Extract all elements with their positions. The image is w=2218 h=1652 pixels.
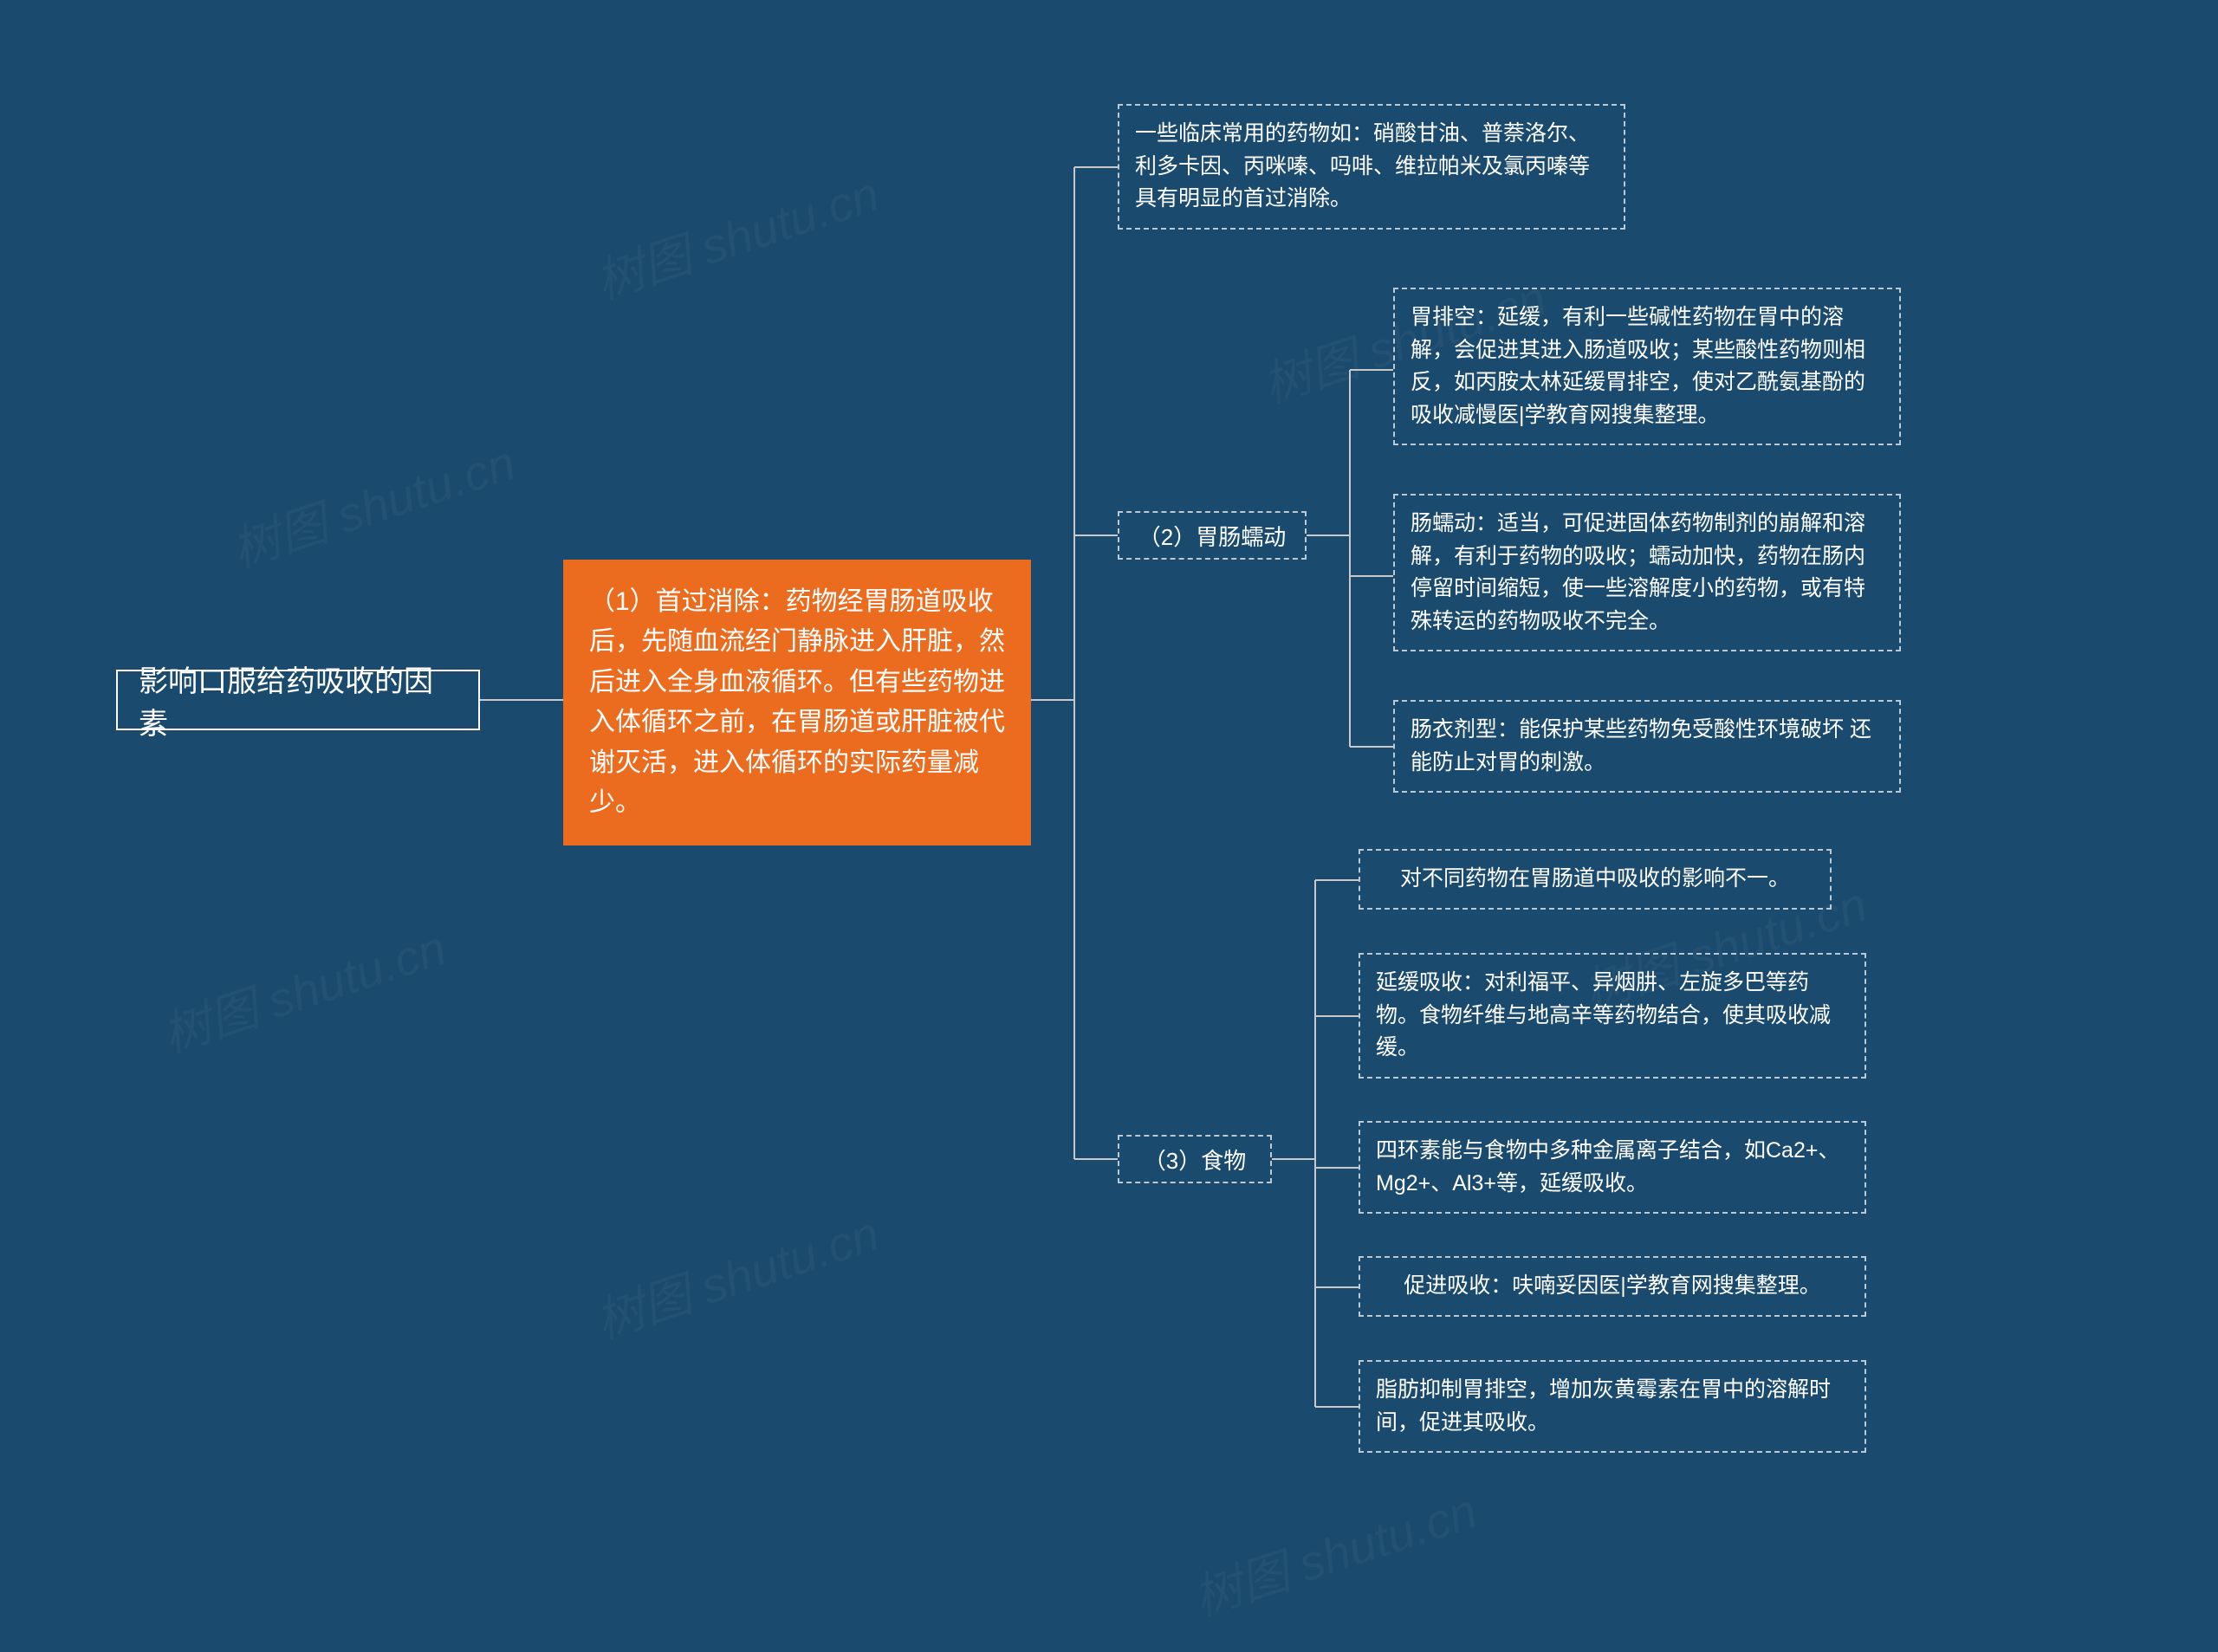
mid-node-gi-motility[interactable]: （2）胃肠蠕动	[1118, 511, 1307, 560]
leaf-gastric-emptying[interactable]: 胃排空：延缓，有利一些碱性药物在胃中的溶解，会促进其进入肠道吸收；某些酸性药物则…	[1393, 288, 1901, 445]
watermark: 树图 shutu.cn	[152, 910, 454, 1067]
mid-node-food[interactable]: （3）食物	[1118, 1135, 1272, 1183]
leaf-enteric-coating[interactable]: 肠衣剂型：能保护某些药物免受酸性环境破坏 还能防止对胃的刺激。	[1393, 700, 1901, 793]
leaf-food-varying[interactable]: 对不同药物在胃肠道中吸收的影响不一。	[1359, 849, 1832, 910]
leaf-promote-absorption[interactable]: 促进吸收：呋喃妥因医|学教育网搜集整理。	[1359, 1256, 1866, 1317]
connector-lines	[0, 0, 2218, 1652]
leaf-tetracycline[interactable]: 四环素能与食物中多种金属离子结合，如Ca2+、Mg2+、Al3+等，延缓吸收。	[1359, 1121, 1866, 1214]
leaf-food-delay[interactable]: 延缓吸收：对利福平、异烟肼、左旋多巴等药物。食物纤维与地高辛等药物结合，使其吸收…	[1359, 953, 1866, 1079]
leaf-intestinal-motility[interactable]: 肠蠕动：适当，可促进固体药物制剂的崩解和溶解，有利于药物的吸收；蠕动加快，药物在…	[1393, 494, 1901, 651]
leaf-first-pass-drugs[interactable]: 一些临床常用的药物如：硝酸甘油、普萘洛尔、利多卡因、丙咪嗪、吗啡、维拉帕米及氯丙…	[1118, 104, 1625, 230]
watermark: 树图 shutu.cn	[586, 156, 887, 314]
watermark: 树图 shutu.cn	[1184, 1473, 1485, 1630]
watermark: 树图 shutu.cn	[586, 1195, 887, 1353]
main-node-first-pass[interactable]: （1）首过消除：药物经胃肠道吸收后，先随血流经门静脉进入肝脏，然后进入全身血液循…	[563, 560, 1031, 845]
leaf-fat-griseofulvin[interactable]: 脂肪抑制胃排空，增加灰黄霉素在胃中的溶解时间，促进其吸收。	[1359, 1360, 1866, 1453]
watermark: 树图 shutu.cn	[222, 424, 523, 582]
root-node[interactable]: 影响口服给药吸收的因素	[116, 670, 480, 730]
